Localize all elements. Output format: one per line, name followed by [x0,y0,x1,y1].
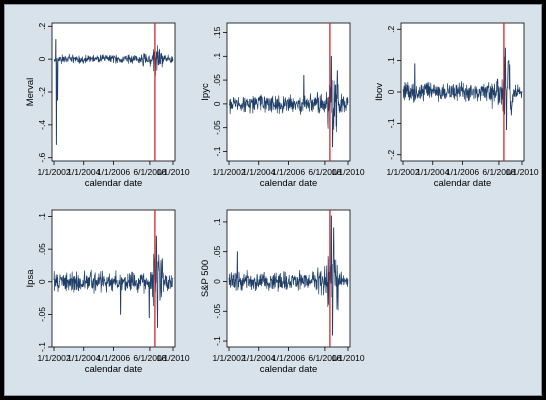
panel-1: .20-.2-.4-.6Merval1/1/20021/1/20041/1/20… [25,22,190,189]
y-tick-label: -.05 [212,304,222,319]
x-axis-label: calendar date [434,178,492,189]
y-tick-label: .15 [212,26,222,38]
x-axis-label: calendar date [260,178,318,189]
x-tick-label: 1/1/2004 [242,167,275,177]
x-tick-label: 1/1/2002 [37,353,70,363]
x-tick-label: 1/1/2010 [156,167,189,177]
x-tick-label: 1/1/2006 [97,167,130,177]
x-tick-label: 6/1/2008 [482,167,515,177]
y-axis-label: Merval [25,78,36,107]
y-tick-label: 0 [212,279,222,284]
x-tick-label: 6/1/2008 [133,167,166,177]
x-tick-label: 1/1/2002 [212,353,245,363]
y-axis-label: Ibov [374,83,385,101]
series-line [402,47,523,130]
x-tick-label: 1/1/2010 [331,167,364,177]
plot-area [51,22,176,162]
y-tick-label: 0 [37,57,47,62]
y-tick-label: .2 [37,22,47,29]
panel-5: .1.050-.05-.1S&P 5001/1/20021/1/20041/1/… [200,209,365,375]
x-tick-label: 1/1/2010 [331,353,364,363]
y-tick-label: .1 [37,213,47,220]
x-tick-label: 1/1/2004 [67,167,100,177]
y-tick-label: .05 [212,246,222,258]
x-axis-label: calendar date [260,364,318,375]
y-tick-label: -.1 [386,118,396,128]
x-tick-label: 1/1/2006 [272,167,305,177]
chart-svg: .20-.2-.4-.6Merval1/1/20021/1/20041/1/20… [25,22,539,375]
panel-4: .1 .05 0 -.05 -.1 Ipsa 1/1/20021/1/20041/1/200… [25,209,190,375]
x-tick-label: 1/1/2002 [37,167,70,177]
x-tick-label: 1/1/2002 [212,167,245,177]
x-tick-label: 1/1/2006 [97,353,130,363]
y-tick-label: -.05 [37,307,47,322]
x-tick-label: 6/1/2008 [308,353,341,363]
x-tick-label: 1/1/2004 [242,353,275,363]
y-tick-label: -.6 [37,152,47,162]
y-tick-label: 0 [212,101,222,106]
x-tick-label: 1/1/2002 [386,167,419,177]
y-tick-label: -.2 [386,149,396,159]
y-tick-label: 0 [37,279,47,284]
x-tick-label: 6/1/2008 [133,353,166,363]
y-tick-label: -.1 [212,336,222,346]
x-tick-label: 6/1/2008 [308,167,341,177]
y-tick-label: -.4 [37,120,47,130]
y-tick-label: .1 [386,57,396,64]
y-axis-label: Ipsa [25,269,36,288]
x-tick-label: 1/1/2004 [67,353,100,363]
series-line [228,215,349,336]
y-tick-label: 0 [386,89,396,94]
x-tick-label: 1/1/2006 [272,353,305,363]
x-axis-label: calendar date [85,364,143,375]
chart-figure: .2 0 -.2 -.4 -.6 Merval 1/1/2002 1/1/2004 1/1/20… [4,4,542,396]
y-axis-label: S&P 500 [200,260,211,297]
y-axis-label: Ipyc [200,83,211,101]
x-tick-label: 1/1/2004 [416,167,449,177]
y-tick-label: -.05 [212,120,222,135]
x-axis-label: calendar date [85,178,143,189]
y-tick-label: -.1 [212,146,222,156]
y-tick-label: .1 [212,218,222,225]
y-tick-label: .05 [37,243,47,255]
y-tick-label: -.2 [37,87,47,97]
series-line [53,235,174,328]
y-tick-label: .05 [212,74,222,86]
panel-2: .15.1.050-.05-.1Ipyc1/1/20021/1/20041/1/… [200,22,365,189]
y-tick-label: -.1 [37,342,47,352]
series-line [228,55,349,148]
y-tick-label: .1 [212,52,222,59]
y-tick-label: .2 [386,25,396,32]
x-tick-label: 1/1/2010 [505,167,538,177]
series-line [53,39,174,145]
x-tick-label: 1/1/2010 [156,353,189,363]
x-tick-label: 1/1/2006 [446,167,479,177]
